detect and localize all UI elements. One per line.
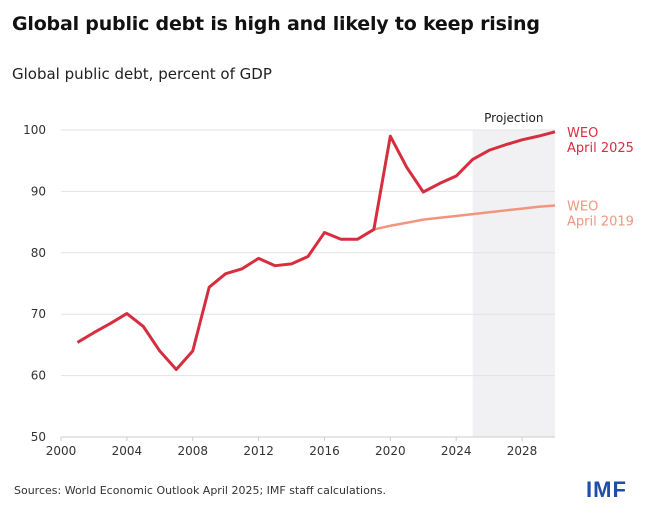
chart-title: Global public debt is high and likely to… [12, 13, 540, 35]
source-note: Sources: World Economic Outlook April 20… [14, 484, 387, 497]
x-tick-label: 2024 [441, 444, 472, 458]
y-tick-label: 50 [31, 430, 46, 444]
projection-label: Projection [484, 111, 543, 125]
y-tick-label: 80 [31, 246, 46, 260]
x-tick-label: 2012 [243, 444, 274, 458]
x-tick-label: 2016 [309, 444, 340, 458]
imf-logo: IMF [586, 477, 627, 502]
y-tick-label: 100 [23, 123, 46, 137]
series-line-weo-april-2025 [76, 130, 556, 371]
series-line-weo-april-2019 [373, 204, 556, 231]
x-tick-label: 2020 [375, 444, 406, 458]
x-tick-label: 2000 [46, 444, 77, 458]
series-label: April 2025 [567, 141, 634, 156]
y-tick-label: 70 [31, 307, 46, 321]
x-tick-label: 2028 [507, 444, 538, 458]
x-tick-label: 2008 [177, 444, 208, 458]
chart-subtitle: Global public debt, percent of GDP [12, 65, 272, 83]
y-tick-label: 60 [31, 369, 46, 383]
y-tick-label: 90 [31, 184, 46, 198]
projection-shading [472, 130, 555, 437]
x-tick-label: 2004 [112, 444, 143, 458]
series-label: WEO [567, 200, 598, 215]
series-label: WEO [567, 126, 598, 141]
series-label: April 2019 [567, 215, 634, 230]
